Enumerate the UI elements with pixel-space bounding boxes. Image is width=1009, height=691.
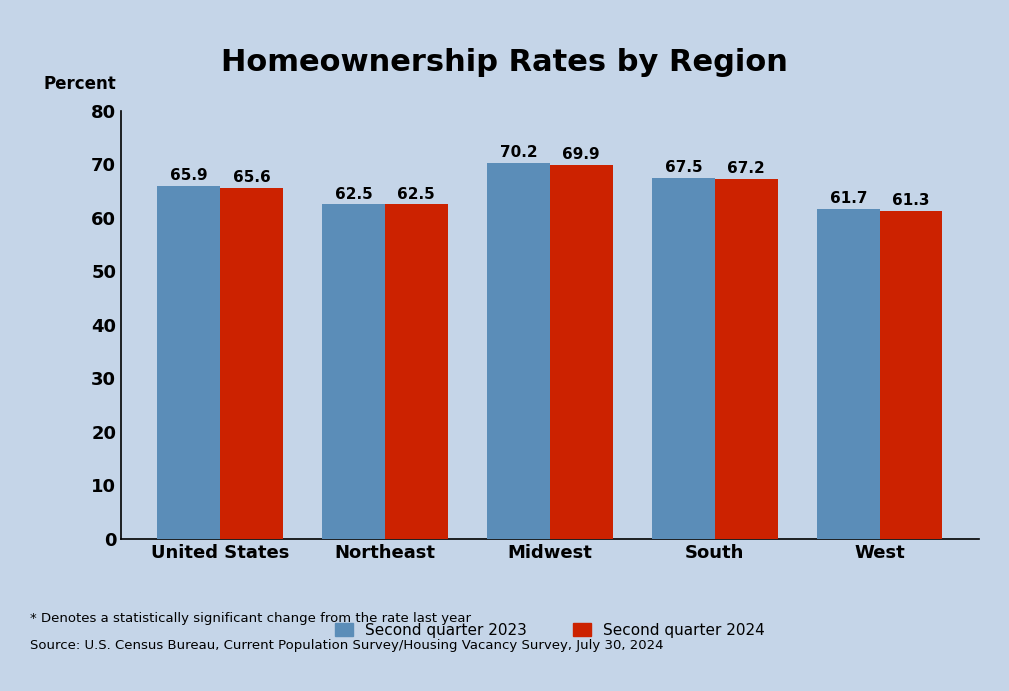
Bar bbox=[714, 179, 778, 539]
Bar bbox=[220, 188, 283, 539]
Bar bbox=[880, 211, 942, 539]
Bar bbox=[157, 186, 220, 539]
Text: 61.3: 61.3 bbox=[892, 193, 930, 208]
Text: 61.7: 61.7 bbox=[829, 191, 867, 206]
Text: 65.6: 65.6 bbox=[232, 170, 270, 185]
Text: * Denotes a statistically significant change from the rate last year: * Denotes a statistically significant ch… bbox=[30, 612, 471, 625]
Bar bbox=[817, 209, 880, 539]
Legend: Second quarter 2023, Second quarter 2024: Second quarter 2023, Second quarter 2024 bbox=[327, 615, 773, 645]
Text: 62.5: 62.5 bbox=[398, 187, 435, 202]
Text: 65.9: 65.9 bbox=[170, 169, 208, 183]
Bar bbox=[550, 164, 612, 539]
Bar bbox=[322, 205, 385, 539]
Text: 70.2: 70.2 bbox=[499, 145, 538, 160]
Text: 67.2: 67.2 bbox=[727, 162, 765, 176]
Text: 69.9: 69.9 bbox=[562, 147, 600, 162]
Text: 67.5: 67.5 bbox=[665, 160, 702, 175]
Text: 62.5: 62.5 bbox=[335, 187, 372, 202]
Bar bbox=[652, 178, 714, 539]
Text: Homeownership Rates by Region: Homeownership Rates by Region bbox=[221, 48, 788, 77]
Text: Source: U.S. Census Bureau, Current Population Survey/Housing Vacancy Survey, Ju: Source: U.S. Census Bureau, Current Popu… bbox=[30, 639, 664, 652]
Bar bbox=[385, 205, 448, 539]
Bar bbox=[487, 163, 550, 539]
Text: Percent: Percent bbox=[44, 75, 117, 93]
